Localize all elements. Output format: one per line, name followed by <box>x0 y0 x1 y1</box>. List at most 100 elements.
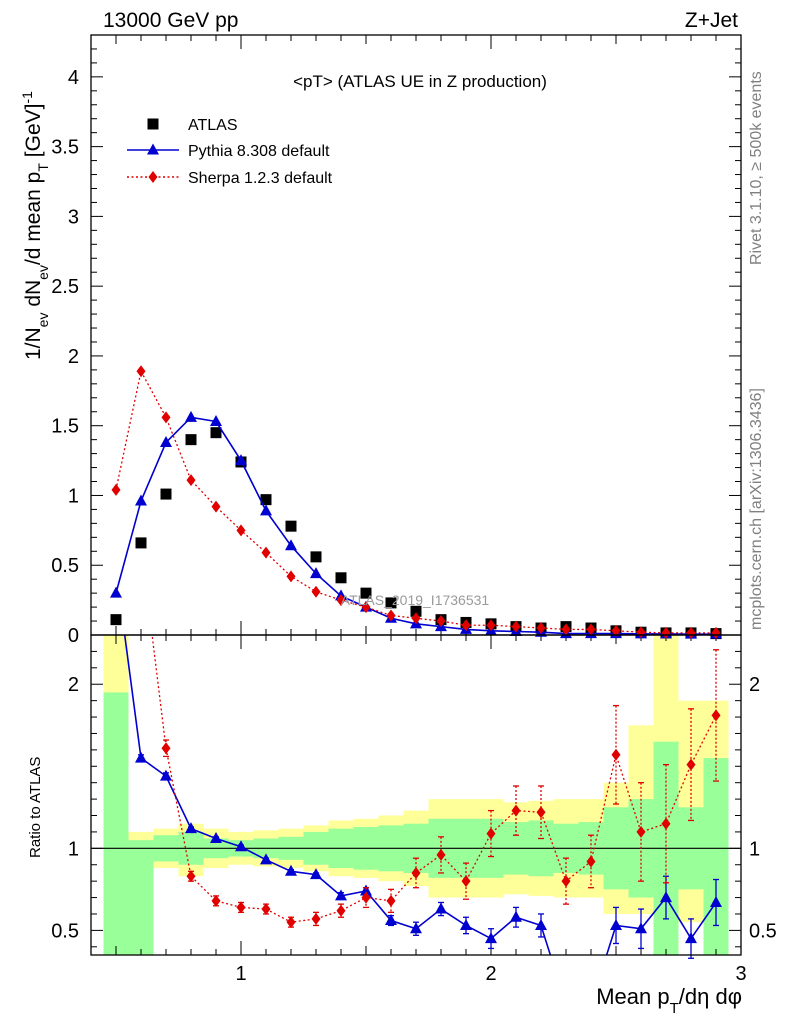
main-y-tick-label: 4 <box>68 67 79 89</box>
sherpa-ratio-point <box>611 748 621 761</box>
main-y-tick-label: 0 <box>68 625 79 647</box>
pythia-point <box>310 567 322 579</box>
pythia-ratio-point <box>635 922 647 934</box>
sherpa-point <box>286 570 296 583</box>
sherpa-point <box>186 474 196 487</box>
ratio-y-tick-label-left: 0.5 <box>51 920 79 942</box>
sherpa-point <box>511 620 521 633</box>
chart-title: <pT> (ATLAS UE in Z production) <box>293 72 547 91</box>
sherpa-ratio-point <box>461 875 471 888</box>
legend-label: Sherpa 1.2.3 default <box>188 170 333 187</box>
sherpa-ratio-point <box>361 891 371 904</box>
x-axis-label: Mean pT/dη dφ <box>596 984 742 1017</box>
main-y-tick-label: 1 <box>68 485 79 507</box>
watermark: ATLAS_2019_I1736531 <box>341 592 490 608</box>
atlas-point <box>385 597 397 609</box>
ratio-y-tick-label-right: 1 <box>749 838 760 860</box>
x-tick-label: 3 <box>735 963 746 985</box>
ratio-panel: 0.5 0.5 1 1 2 2 1 2 3 <box>51 635 777 985</box>
sherpa-point <box>361 601 371 614</box>
main-y-tick-label: 3.5 <box>51 137 79 159</box>
legend-label: Pythia 8.308 default <box>188 143 330 160</box>
pythia-ratio-point <box>135 751 147 763</box>
sherpa-ratio-point <box>636 825 646 838</box>
ratio-y-tick-label-right: 0.5 <box>749 920 777 942</box>
ratio-y-tick-label-right: 2 <box>749 674 760 696</box>
y-axis-label-ratio: Ratio to ATLAS <box>27 757 44 858</box>
pythia-ratio-point <box>610 918 622 930</box>
sherpa-point <box>461 619 471 632</box>
pythia-point <box>285 539 297 551</box>
pythia-ratio-point <box>160 769 172 781</box>
pythia-point <box>185 410 197 422</box>
sherpa-ratio-line <box>151 635 717 923</box>
pythia-ratio-point <box>410 922 422 934</box>
header-right: Z+Jet <box>685 9 738 32</box>
sherpa-ratio-point <box>411 866 421 879</box>
pythia-ratio-point <box>210 831 222 843</box>
main-y-tick-label: 1.5 <box>51 416 79 438</box>
x-tick-label: 1 <box>235 963 246 985</box>
sherpa-ratio-point <box>511 804 521 817</box>
atlas-point <box>135 537 147 549</box>
ratio-data <box>123 635 722 959</box>
pythia-point <box>135 494 147 506</box>
sherpa-point <box>686 626 696 639</box>
header-left: 13000 GeV pp <box>103 9 238 32</box>
pythia-ratio-point <box>385 914 397 926</box>
sherpa-point <box>236 524 246 537</box>
pythia-point <box>160 435 172 447</box>
pythia-ratio-point <box>660 891 672 903</box>
sherpa-ratio-point <box>686 758 696 771</box>
main-y-tick-label: 2 <box>68 346 79 368</box>
sherpa-ratio-point <box>536 806 546 819</box>
sherpa-point <box>386 609 396 622</box>
sherpa-point <box>611 624 621 637</box>
sherpa-point <box>661 626 671 639</box>
ratio-frame <box>90 634 742 956</box>
sherpa-ratio-point <box>286 916 296 929</box>
sherpa-point <box>261 546 271 559</box>
sherpa-ratio-point <box>261 903 271 916</box>
legend-label: ATLAS <box>188 117 238 134</box>
legend-marker <box>147 143 159 155</box>
pythia-ratio-point <box>485 932 497 944</box>
sherpa-ratio-point <box>436 848 446 861</box>
ratio-bands <box>103 635 729 955</box>
atlas-point <box>285 520 297 532</box>
main-y-tick-label: 2.5 <box>51 276 79 298</box>
rivet-label: Rivet 3.1.10, ≥ 500k events <box>748 71 765 265</box>
sherpa-ratio-point <box>236 901 246 914</box>
main-y-tick-label: 3 <box>68 206 79 228</box>
pythia-ratio-point <box>335 889 347 901</box>
sherpa-ratio-point <box>311 912 321 925</box>
pythia-ratio-point <box>235 840 247 852</box>
atlas-point <box>110 614 122 626</box>
pythia-ratio-point <box>260 853 272 865</box>
pythia-ratio-point <box>310 868 322 880</box>
pythia-ratio-point <box>360 884 372 896</box>
sherpa-point <box>161 411 171 424</box>
sherpa-ratio-point <box>486 827 496 840</box>
atlas-point <box>335 572 347 584</box>
sherpa-ratio-point <box>211 894 221 907</box>
pythia-point <box>110 586 122 598</box>
atlas-point <box>260 494 272 506</box>
atlas-point <box>185 434 197 446</box>
sherpa-point <box>211 500 221 513</box>
sherpa-point <box>486 619 496 632</box>
pythia-point <box>260 504 272 516</box>
plot-frames <box>90 34 742 956</box>
stat-uncertainty-band <box>128 840 154 955</box>
pythia-ratio-point <box>535 918 547 930</box>
stat-uncertainty-band <box>103 692 129 955</box>
sherpa-point <box>411 612 421 625</box>
pythia-ratio-point <box>710 895 722 907</box>
sherpa-ratio-point <box>711 709 721 722</box>
pythia-ratio-point <box>185 822 197 834</box>
atlas-point <box>160 488 172 500</box>
sherpa-ratio-point <box>336 904 346 917</box>
sherpa-point <box>336 594 346 607</box>
sherpa-ratio-point <box>386 894 396 907</box>
